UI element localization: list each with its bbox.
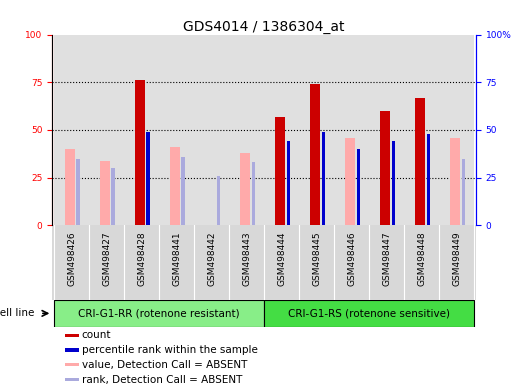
Bar bbox=[65, 348, 79, 351]
Text: CRI-G1-RR (rotenone resistant): CRI-G1-RR (rotenone resistant) bbox=[78, 308, 240, 318]
Bar bbox=[135, 149, 145, 225]
Text: GSM498447: GSM498447 bbox=[382, 231, 391, 286]
Text: cell line: cell line bbox=[0, 308, 35, 318]
Bar bbox=[287, 141, 290, 225]
Bar bbox=[380, 111, 390, 225]
Bar bbox=[427, 134, 430, 225]
Text: GSM498441: GSM498441 bbox=[172, 231, 181, 286]
Bar bbox=[345, 137, 355, 225]
Bar bbox=[264, 35, 299, 225]
Bar bbox=[100, 161, 110, 225]
Text: rank, Detection Call = ABSENT: rank, Detection Call = ABSENT bbox=[82, 375, 242, 384]
Text: GSM498443: GSM498443 bbox=[242, 231, 251, 286]
Bar bbox=[170, 147, 180, 225]
Text: CRI-G1-RS (rotenone sensitive): CRI-G1-RS (rotenone sensitive) bbox=[288, 308, 450, 318]
Bar bbox=[194, 35, 229, 225]
Text: GSM498426: GSM498426 bbox=[67, 231, 76, 286]
Bar bbox=[439, 35, 474, 225]
Text: count: count bbox=[82, 330, 111, 340]
Bar bbox=[146, 132, 150, 225]
Bar bbox=[217, 176, 220, 225]
Text: GSM498442: GSM498442 bbox=[207, 231, 216, 286]
Bar bbox=[252, 162, 255, 225]
Bar bbox=[264, 300, 474, 327]
Text: GSM498428: GSM498428 bbox=[137, 231, 146, 286]
Bar bbox=[65, 149, 75, 225]
Bar bbox=[65, 378, 79, 381]
Bar bbox=[65, 363, 79, 366]
Bar bbox=[322, 132, 325, 225]
Text: percentile rank within the sample: percentile rank within the sample bbox=[82, 345, 257, 355]
Text: GSM498446: GSM498446 bbox=[347, 231, 356, 286]
Bar bbox=[76, 159, 80, 225]
Bar bbox=[111, 168, 115, 225]
Bar bbox=[65, 334, 79, 337]
Bar bbox=[135, 80, 145, 225]
Bar bbox=[310, 84, 320, 225]
Bar bbox=[275, 117, 285, 225]
Text: GSM498449: GSM498449 bbox=[452, 231, 461, 286]
Bar bbox=[415, 98, 425, 225]
Bar bbox=[89, 35, 124, 225]
Bar bbox=[299, 35, 334, 225]
Text: GSM498427: GSM498427 bbox=[102, 231, 111, 286]
Bar bbox=[124, 35, 159, 225]
Text: GSM498445: GSM498445 bbox=[312, 231, 321, 286]
Text: value, Detection Call = ABSENT: value, Detection Call = ABSENT bbox=[82, 360, 247, 370]
Bar bbox=[369, 35, 404, 225]
Bar bbox=[240, 153, 250, 225]
Bar bbox=[159, 35, 194, 225]
Title: GDS4014 / 1386304_at: GDS4014 / 1386304_at bbox=[184, 20, 345, 33]
Text: GSM498448: GSM498448 bbox=[417, 231, 426, 286]
Bar bbox=[404, 35, 439, 225]
Bar bbox=[334, 35, 369, 225]
Bar bbox=[229, 35, 264, 225]
Bar bbox=[357, 149, 360, 225]
Bar bbox=[181, 157, 185, 225]
Text: GSM498444: GSM498444 bbox=[277, 231, 286, 286]
Bar bbox=[54, 300, 264, 327]
Bar bbox=[54, 35, 89, 225]
Bar bbox=[392, 141, 395, 225]
Bar bbox=[462, 159, 465, 225]
Bar bbox=[450, 137, 460, 225]
